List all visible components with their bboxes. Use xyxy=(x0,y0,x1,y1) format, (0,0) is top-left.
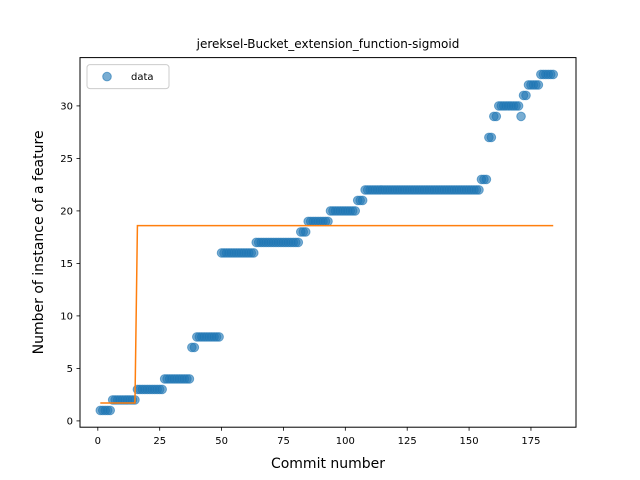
legend-marker-data xyxy=(102,71,112,82)
x-tick-label: 100 xyxy=(336,436,355,447)
y-tick-label: 20 xyxy=(60,207,73,218)
data-point xyxy=(491,111,502,122)
x-tick-label: 125 xyxy=(398,436,417,447)
data-point xyxy=(300,227,311,237)
chart-title: jereksel-Bucket_extension_function-sigmo… xyxy=(196,37,460,51)
fit-line xyxy=(100,224,554,404)
x-tick-label: 0 xyxy=(95,436,101,447)
y-tick-label: 5 xyxy=(67,364,73,375)
data-point xyxy=(157,384,167,395)
x-tick-label: 175 xyxy=(521,436,540,447)
x-tick-label: 25 xyxy=(153,436,166,447)
data-point xyxy=(214,332,224,342)
data-point xyxy=(293,237,304,248)
y-tick-label: 0 xyxy=(67,417,73,428)
y-tick-label: 15 xyxy=(60,259,73,270)
x-tick-label: 150 xyxy=(460,436,479,447)
data-point xyxy=(533,80,544,90)
data-point xyxy=(521,90,531,101)
data-point xyxy=(184,374,195,384)
data-point xyxy=(481,174,492,185)
x-tick-label: 50 xyxy=(215,436,228,447)
data-point xyxy=(105,405,115,416)
y-axis-label: Number of instance of a feature xyxy=(31,130,47,354)
y-tick-label: 25 xyxy=(60,154,73,165)
x-axis: 0 25 50 75 100 125 150 175 xyxy=(95,427,541,447)
data-point xyxy=(248,248,259,258)
data-point xyxy=(548,69,559,80)
legend: data xyxy=(86,64,170,90)
x-tick-label: 75 xyxy=(277,436,290,447)
plot-area xyxy=(95,69,559,416)
data-point xyxy=(323,216,333,227)
data-point xyxy=(474,185,484,195)
data-point xyxy=(350,206,361,216)
legend-box xyxy=(86,64,170,90)
data-point xyxy=(357,195,368,206)
x-axis-label: Commit number xyxy=(271,456,385,472)
data-point xyxy=(516,111,526,122)
y-tick-label: 10 xyxy=(60,312,73,323)
y-axis: 0 5 10 15 20 25 30 xyxy=(60,102,80,428)
y-tick-label: 30 xyxy=(60,102,73,113)
axes-frame xyxy=(79,57,577,428)
data-point xyxy=(189,342,200,353)
data-point xyxy=(513,101,524,111)
data-point xyxy=(486,132,497,143)
legend-label-data: data xyxy=(131,72,154,83)
